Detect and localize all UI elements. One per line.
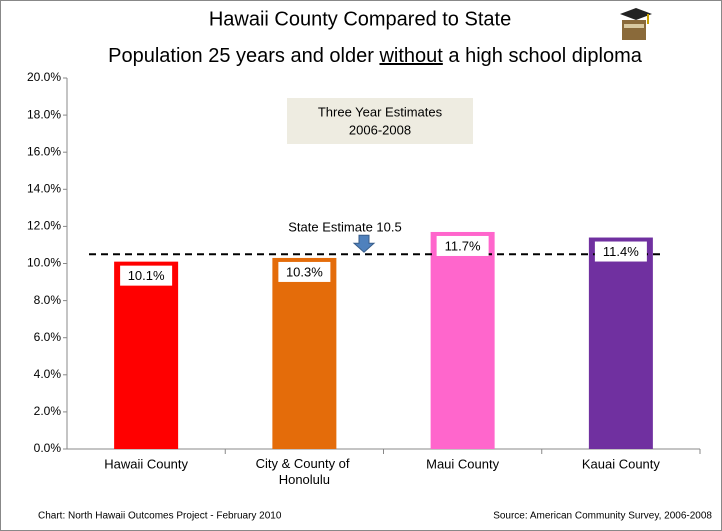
y-tick-label: 16.0% [27,144,61,158]
y-tick-label: 6.0% [34,330,62,344]
x-tick-label: Hawaii County [104,456,188,471]
chart-title: Hawaii County Compared to State [209,8,511,30]
footer-left: Chart: North Hawaii Outcomes Project - F… [38,511,282,522]
annotation: Three Year Estimates [318,104,443,119]
value-label: 10.3% [286,264,323,279]
y-tick-label: 12.0% [27,219,61,233]
x-tick-label: Kauai County [582,456,661,471]
bar [431,232,495,449]
y-tick-label: 2.0% [34,404,62,418]
chart: Hawaii County Compared to State Populati… [0,0,722,531]
subtitle-part: Population 25 years and older [108,45,374,67]
subtitle-part: without [378,45,443,67]
reference-label: State Estimate 10.5 [288,220,401,235]
y-tick-label: 20.0% [27,70,61,84]
y-tick-label: 8.0% [34,293,62,307]
y-tick-label: 4.0% [34,367,62,381]
footer-right: Source: American Community Survey, 2006-… [493,511,712,522]
x-tick-label: Maui County [426,456,499,471]
subtitle-part: a high school diploma [448,45,642,67]
bar [589,238,653,449]
bar [272,258,336,449]
y-tick-label: 10.0% [27,256,61,270]
value-label: 10.1% [128,268,165,283]
value-label: 11.7% [445,238,481,253]
y-tick-label: 18.0% [27,107,61,121]
value-label: 11.4% [603,244,639,259]
bar [114,262,178,449]
annotation: 2006-2008 [349,122,411,137]
x-tick-line: Honolulu [279,472,330,487]
chart-subtitle: Population 25 years and older without a … [108,45,643,67]
y-tick-label: 14.0% [27,181,61,195]
x-tick-line: City & County of [256,456,354,471]
y-tick-label: 0.0% [34,441,62,455]
